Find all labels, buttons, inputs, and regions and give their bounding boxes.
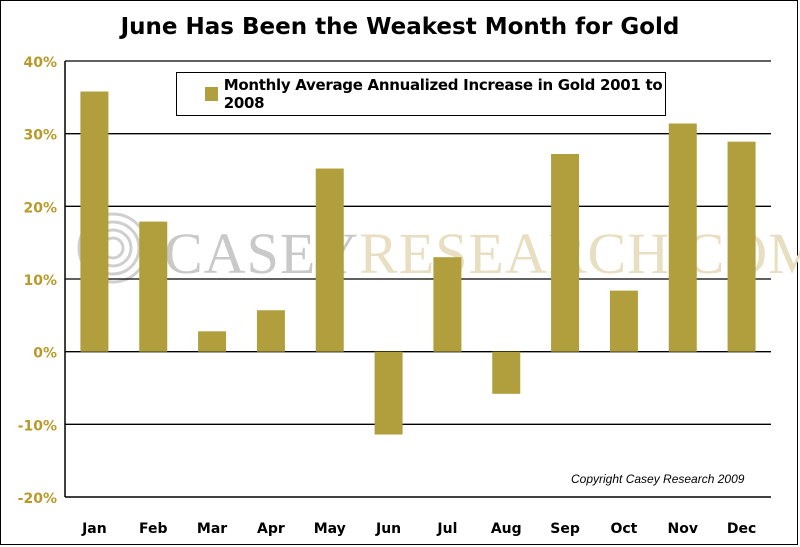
bar-oct <box>609 290 638 352</box>
watermark-part2: RESEARCH.COM <box>359 221 800 286</box>
y-tick-label: 20% <box>23 200 57 216</box>
y-tick-label: 0% <box>33 346 57 362</box>
x-tick-label: Nov <box>668 521 698 537</box>
legend-label: Monthly Average Annualized Increase in G… <box>223 76 663 112</box>
bar-may <box>315 168 344 352</box>
copyright-note: Copyright Casey Research 2009 <box>571 472 745 486</box>
bar-feb <box>139 221 168 352</box>
bar-mar <box>198 331 227 352</box>
x-tick-label: Feb <box>139 521 168 537</box>
legend: Monthly Average Annualized Increase in G… <box>176 72 666 116</box>
x-tick-label: Dec <box>727 521 756 537</box>
y-tick-label: -10% <box>18 418 57 434</box>
x-tick-label: Mar <box>197 521 227 537</box>
legend-swatch <box>205 87 218 101</box>
y-tick-label: -20% <box>18 491 57 507</box>
x-tick-label: May <box>314 521 346 537</box>
bar-nov <box>668 123 697 352</box>
chart-title: June Has Been the Weakest Month for Gold <box>120 14 680 40</box>
x-tick-label: Jun <box>375 521 401 537</box>
y-tick-label: 30% <box>23 128 57 144</box>
bar-sep <box>551 154 580 352</box>
bar-jul <box>433 257 462 352</box>
x-tick-label: Jan <box>81 521 107 537</box>
x-tick-label: Aug <box>491 521 522 537</box>
y-tick-label: 40% <box>23 55 57 71</box>
bar-jun <box>374 351 403 435</box>
x-tick-label: Apr <box>257 521 285 537</box>
x-tick-label: Oct <box>610 521 637 537</box>
bar-aug <box>492 351 521 394</box>
y-tick-label: 10% <box>23 273 57 289</box>
bar-apr <box>256 310 285 352</box>
x-tick-label: Sep <box>550 521 580 537</box>
bar-dec <box>727 141 756 352</box>
bar-jan <box>80 91 109 352</box>
x-tick-label: Jul <box>436 521 457 537</box>
